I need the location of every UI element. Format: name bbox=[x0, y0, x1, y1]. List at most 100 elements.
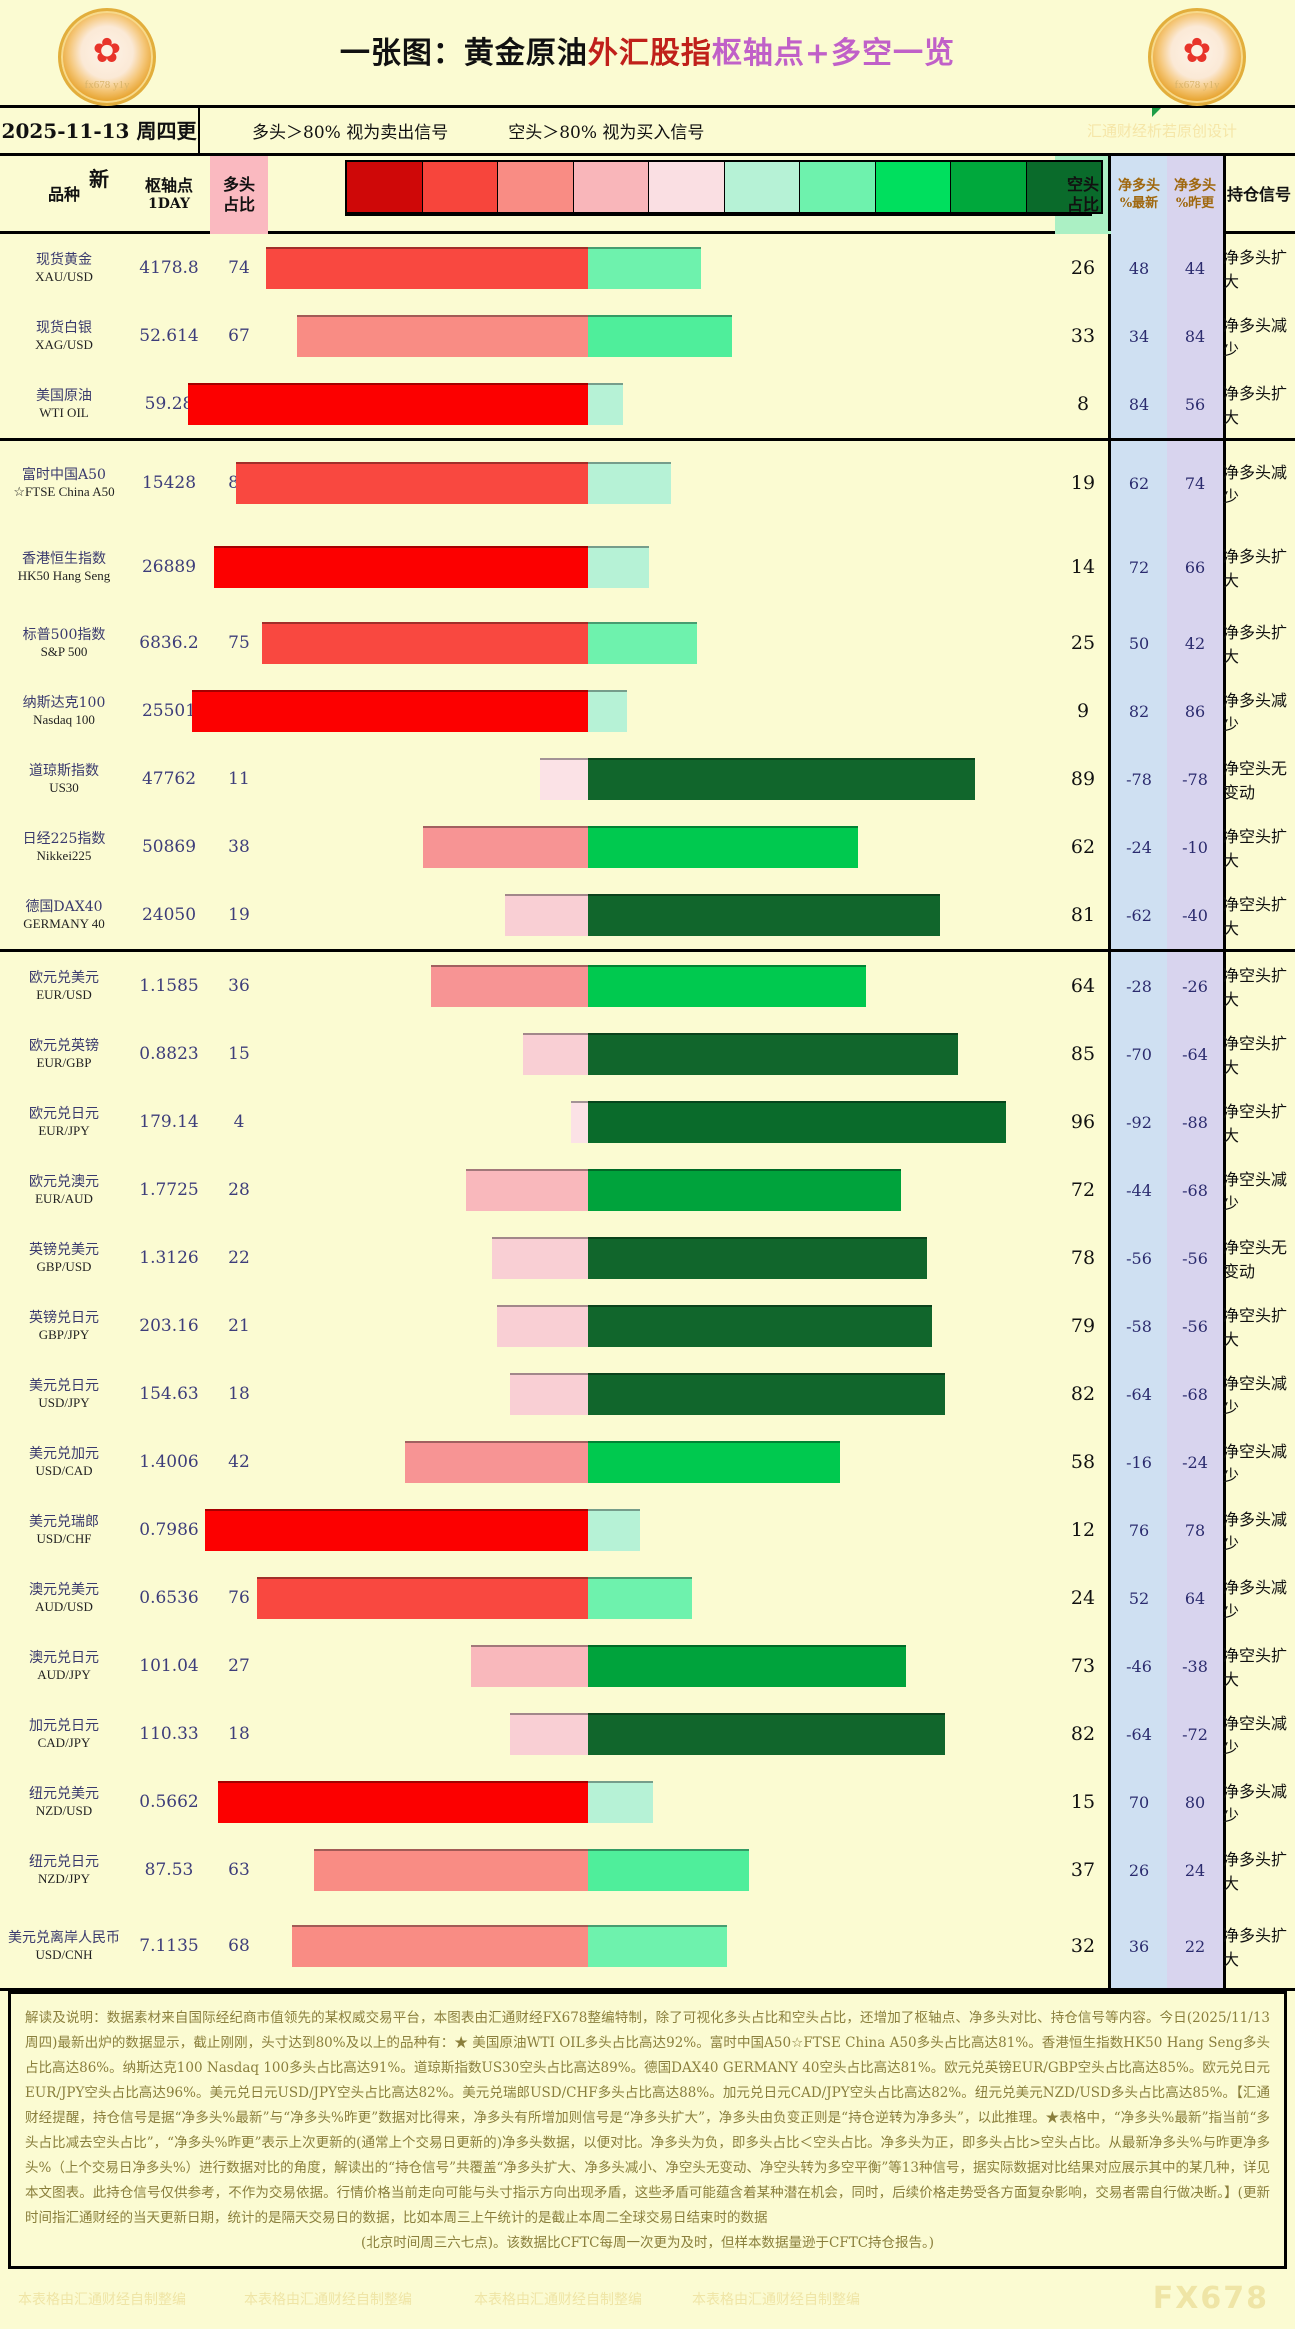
column-divider bbox=[1223, 677, 1226, 745]
column-divider bbox=[1223, 1224, 1226, 1292]
net-latest-value: 72 bbox=[1128, 557, 1150, 577]
instrument-name-cn: 日经225指数 bbox=[22, 830, 106, 847]
column-divider bbox=[1108, 1564, 1111, 1632]
column-divider bbox=[1223, 1360, 1226, 1428]
table-row[interactable]: 现货白银 XAG/USD 52.614 67 33 34 84 净多头减少 bbox=[0, 302, 1295, 370]
table-row[interactable]: 纽元兑日元 NZD/JPY 87.53 63 37 26 24 净多头扩大 bbox=[0, 1836, 1295, 1904]
column-divider bbox=[1223, 1700, 1226, 1768]
net-latest-value: 70 bbox=[1128, 1792, 1150, 1812]
long-percent: 63 bbox=[228, 1860, 250, 1880]
header-net-prev-sub: %昨更 bbox=[1175, 195, 1215, 211]
column-divider bbox=[1223, 952, 1226, 1020]
instrument-symbol: AUD/USD bbox=[35, 1598, 93, 1614]
long-ratio-bar bbox=[540, 758, 588, 800]
short-percent: 58 bbox=[1070, 1451, 1096, 1473]
instrument-name: 日经225指数 Nikkei225 bbox=[0, 813, 128, 881]
position-signal: 净空头无变动 bbox=[1223, 759, 1288, 802]
net-latest-band bbox=[1111, 813, 1167, 881]
ratio-bar-group bbox=[268, 1700, 1055, 1768]
net-latest-band bbox=[1111, 1496, 1167, 1564]
credit-3: 本表格由汇通财经自制整编 bbox=[474, 2291, 642, 2308]
table-row[interactable]: 富时中国A50☆FTSE China A501542881196274净多头减少 bbox=[0, 441, 1295, 525]
table-row[interactable]: 欧元兑日元 EUR/JPY 179.14 4 96 -92 -88 净空头扩大 bbox=[0, 1088, 1295, 1156]
table-row[interactable]: 欧元兑英镑 EUR/GBP 0.8823 15 85 -70 -64 净空头扩大 bbox=[0, 1020, 1295, 1088]
brand-logo: FX678 bbox=[1152, 2281, 1269, 2317]
column-divider bbox=[1223, 525, 1226, 609]
short-ratio-bar bbox=[588, 462, 671, 504]
header-short-label: 空头 bbox=[1066, 175, 1099, 194]
table-row[interactable]: 香港恒生指数HK50 Hang Seng2688986147266净多头扩大 bbox=[0, 525, 1295, 609]
coin-watermark: fx678 y1y bbox=[84, 79, 130, 91]
instrument-name-cn: 美国原油 bbox=[36, 387, 92, 404]
table-row[interactable]: 道琼斯指数 US30 47762 11 89 -78 -78 净空头无变动 bbox=[0, 745, 1295, 813]
ratio-bar-group bbox=[268, 1428, 1055, 1496]
net-prev-band bbox=[1167, 1836, 1223, 1904]
column-divider bbox=[1223, 1020, 1226, 1088]
net-latest-value: -64 bbox=[1126, 1384, 1152, 1404]
net-latest-value: 48 bbox=[1128, 258, 1150, 278]
title-part-2: 外汇股指 bbox=[587, 36, 712, 71]
net-prev-value: 56 bbox=[1184, 394, 1206, 414]
table-row[interactable]: 澳元兑日元 AUD/JPY 101.04 27 73 -46 -38 净空头扩大 bbox=[0, 1632, 1295, 1700]
credits-bar: 本表格由汇通财经自制整编 本表格由汇通财经自制整编 本表格由汇通财经自制整编 本… bbox=[0, 2269, 1295, 2329]
table-row[interactable]: 英镑兑美元 GBP/USD 1.3126 22 78 -56 -56 净空头无变动 bbox=[0, 1224, 1295, 1292]
net-latest-value: -46 bbox=[1126, 1656, 1152, 1676]
instrument-name-cn: 欧元兑英镑 bbox=[29, 1037, 99, 1054]
table-row[interactable]: 加元兑日元 CAD/JPY 110.33 18 82 -64 -72 净空头减少 bbox=[0, 1700, 1295, 1768]
net-prev-band bbox=[1167, 441, 1223, 525]
pivot-value: 1.7725 bbox=[139, 1180, 199, 1200]
instrument-name-cn: 现货白银 bbox=[36, 319, 92, 336]
table-row[interactable]: 美元兑离岸人民币 USD/CNH 7.1135 68 32 36 22 净多头扩大 bbox=[0, 1904, 1295, 1988]
position-signal: 净多头减少 bbox=[1223, 463, 1288, 506]
net-latest-value: -28 bbox=[1126, 976, 1152, 996]
net-latest-value: -44 bbox=[1126, 1180, 1152, 1200]
net-latest-value: -78 bbox=[1126, 769, 1152, 789]
table-row[interactable]: 美元兑日元 USD/JPY 154.63 18 82 -64 -68 净空头减少 bbox=[0, 1360, 1295, 1428]
short-percent: 78 bbox=[1070, 1247, 1096, 1269]
long-ratio-bar bbox=[570, 1101, 588, 1143]
table-row[interactable]: 英镑兑日元 GBP/JPY 203.16 21 79 -58 -56 净空头扩大 bbox=[0, 1292, 1295, 1360]
instrument-name: 欧元兑英镑 EUR/GBP bbox=[0, 1020, 128, 1088]
table-row[interactable]: 欧元兑澳元 EUR/AUD 1.7725 28 72 -44 -68 净空头减少 bbox=[0, 1156, 1295, 1224]
table-row[interactable]: 欧元兑美元 EUR/USD 1.1585 36 64 -28 -26 净空头扩大 bbox=[0, 952, 1295, 1020]
table-row[interactable]: 澳元兑美元 AUD/USD 0.6536 76 24 52 64 净多头减少 bbox=[0, 1564, 1295, 1632]
net-prev-band bbox=[1167, 677, 1223, 745]
table-row[interactable]: 美元兑加元 USD/CAD 1.4006 42 58 -16 -24 净空头减少 bbox=[0, 1428, 1295, 1496]
net-prev-band bbox=[1167, 302, 1223, 370]
net-prev-band bbox=[1167, 1904, 1223, 1988]
position-signal: 净空头减少 bbox=[1223, 1374, 1288, 1417]
instrument-table: 现货黄金 XAU/USD 4178.8 74 26 48 44 净多头扩大 现货白银 XAG/US… bbox=[0, 234, 1295, 1991]
instrument-name-cn: 澳元兑美元 bbox=[29, 1581, 99, 1598]
long-percent: 74 bbox=[228, 258, 250, 278]
column-divider bbox=[1223, 609, 1226, 677]
long-percent: 67 bbox=[228, 326, 250, 346]
legend-underline bbox=[345, 212, 1092, 216]
table-row[interactable]: 标普500指数 S&P 500 6836.2 75 25 50 42 净多头扩大 bbox=[0, 609, 1295, 677]
long-percent: 11 bbox=[228, 769, 250, 789]
ratio-bar-group bbox=[213, 525, 1055, 609]
long-percent: 19 bbox=[228, 905, 250, 925]
flower-icon: ✿ bbox=[1182, 31, 1212, 72]
net-prev-band bbox=[1167, 1632, 1223, 1700]
net-latest-value: 62 bbox=[1128, 473, 1150, 493]
table-row[interactable]: 现货黄金 XAU/USD 4178.8 74 26 48 44 净多头扩大 bbox=[0, 234, 1295, 302]
header-pivot-label: 枢轴点 bbox=[144, 176, 193, 196]
net-latest-band bbox=[1111, 1156, 1167, 1224]
short-ratio-bar bbox=[588, 1645, 906, 1687]
net-prev-band bbox=[1167, 881, 1223, 949]
short-ratio-bar bbox=[588, 1441, 841, 1483]
position-signal: 净空头扩大 bbox=[1223, 827, 1288, 870]
header-long: 多头 占比 bbox=[210, 156, 268, 234]
column-divider bbox=[1223, 1292, 1226, 1360]
table-row[interactable]: 日经225指数 Nikkei225 50869 38 62 -24 -10 净空头扩大 bbox=[0, 813, 1295, 881]
net-prev-band bbox=[1167, 1700, 1223, 1768]
position-signal: 净多头扩大 bbox=[1223, 547, 1288, 590]
long-percent: 38 bbox=[228, 837, 250, 857]
table-row[interactable]: 德国DAX40 GERMANY 40 24050 19 81 -62 -40 净空头扩大 bbox=[0, 881, 1295, 949]
instrument-group-3: 欧元兑美元 EUR/USD 1.1585 36 64 -28 -26 净空头扩大 欧元兑英镑 EU… bbox=[0, 952, 1295, 1991]
net-latest-band bbox=[1111, 881, 1167, 949]
